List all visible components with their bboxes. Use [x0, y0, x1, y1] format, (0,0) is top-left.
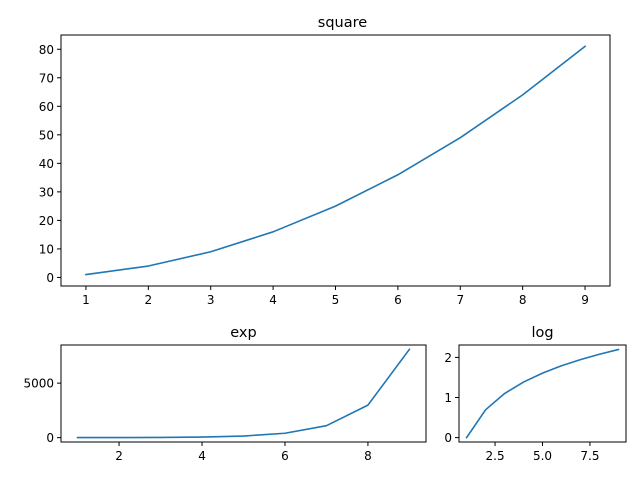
log-series-line: [465, 348, 620, 439]
exp-xtick-label: 6: [281, 449, 289, 463]
square-xtick-label: 2: [145, 293, 153, 307]
exp-xtick-label: 4: [198, 449, 206, 463]
log-ytick-label: 2: [444, 351, 452, 365]
square-xtick-label: 1: [82, 293, 90, 307]
square-data-points: [84, 45, 586, 276]
square-xtick-label: 5: [332, 293, 340, 307]
square-ytick-label: 70: [39, 71, 54, 85]
square-ytick-label: 80: [39, 43, 54, 57]
log-data-points: [465, 348, 620, 439]
square-xtick-label: 8: [519, 293, 527, 307]
square-ytick-label: 20: [39, 214, 54, 228]
exp-xtick-label: 2: [115, 449, 123, 463]
log-subplot: log 2.5 5.0 7.5 0 1 2: [444, 325, 627, 463]
square-xtick-label: 6: [394, 293, 402, 307]
square-subplot: square 1 2 3 4 5 6 7 8 9 0 10 20 30 40 50 60 70 80: [39, 15, 611, 307]
log-title: log: [531, 325, 553, 341]
square-axes-frame: [60, 34, 611, 287]
exp-data-points: [76, 348, 411, 439]
exp-title: exp: [230, 325, 256, 341]
square-ticks: 1 2 3 4 5 6 7 8 9 0 10 20 30 40 50 60 70 80: [39, 43, 589, 307]
square-ytick-label: 10: [39, 242, 54, 256]
log-xtick-label: 7.5: [580, 449, 599, 463]
square-series-line: [85, 45, 587, 276]
log-ticks: 2.5 5.0 7.5 0 1 2: [444, 351, 599, 463]
exp-subplot: exp 2 4 6 8 0 5000: [23, 325, 427, 463]
square-xtick-label: 4: [269, 293, 277, 307]
exp-series-line: [76, 348, 411, 439]
square-title: square: [318, 15, 367, 31]
log-xtick-label: 2.5: [486, 449, 505, 463]
square-xtick-label: 9: [581, 293, 589, 307]
log-xtick-label: 5.0: [533, 449, 552, 463]
exp-ticks: 2 4 6 8 0 5000: [23, 377, 371, 463]
exp-xtick-label: 8: [364, 449, 372, 463]
exp-axes-frame: [60, 344, 427, 443]
exp-ytick-label: 5000: [23, 377, 54, 391]
square-ytick-label: 60: [39, 100, 54, 114]
square-xtick-label: 3: [207, 293, 215, 307]
square-ytick-label: 30: [39, 185, 54, 199]
square-ytick-label: 0: [46, 271, 54, 285]
square-ytick-label: 40: [39, 157, 54, 171]
log-ytick-label: 1: [444, 391, 452, 405]
square-xtick-label: 7: [456, 293, 464, 307]
exp-ytick-label: 0: [46, 431, 54, 445]
log-ytick-label: 0: [444, 431, 452, 445]
square-ytick-label: 50: [39, 128, 54, 142]
log-axes-frame: [458, 344, 627, 443]
